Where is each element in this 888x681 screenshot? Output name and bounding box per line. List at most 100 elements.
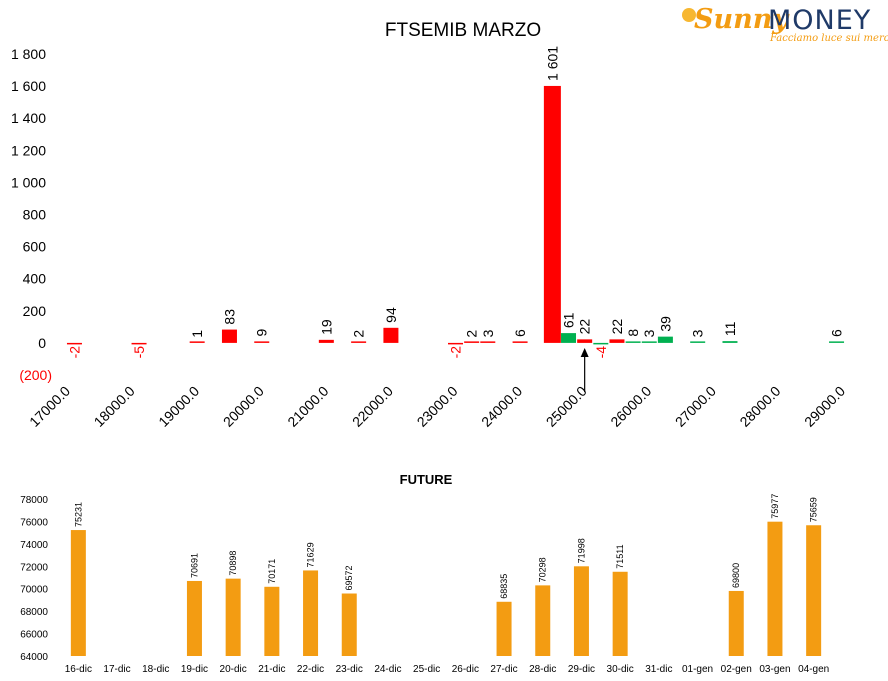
y-tick-label: 78000 [20,495,48,506]
data-label: 2 [464,330,480,338]
x-tick-label: 18-dic [142,664,169,675]
x-tick-label: 28-dic [529,664,556,675]
data-label: 8 [625,329,641,337]
y-tick-label: 0 [38,335,46,351]
data-label: 70898 [228,551,238,576]
bar [543,85,561,343]
data-label: -4 [593,346,609,359]
bar [609,339,625,343]
x-tick-label: 18000.0 [91,383,138,430]
data-label: 3 [690,329,706,337]
bar [593,342,609,345]
data-label: 70298 [538,557,548,582]
chart-title: FUTURE [400,472,453,487]
y-tick-label: 70000 [20,585,48,596]
data-label: -2 [66,346,82,359]
data-label: 83 [221,309,237,325]
bar [448,342,463,345]
x-tick-label: 20-dic [220,664,247,675]
y-tick-label: 600 [23,239,47,255]
data-label: 19 [318,319,334,335]
x-tick-label: 21-dic [258,664,285,675]
x-tick-label: 01-gen [682,664,713,675]
y-tick-label: 72000 [20,562,48,573]
data-label: 71998 [576,538,586,563]
data-label: 1 601 [544,46,560,81]
future-chart: FUTURE 64000 66000 68000 70000 72000 74000 760… [20,472,829,675]
data-label: 71511 [615,544,625,568]
arrow-head [580,348,589,357]
bar [464,341,480,343]
sunny-money-logo: Sunny MONEY Facciamo luce sui mercati [682,2,888,46]
x-tick-label: 21000.0 [284,383,331,430]
y-tick-label: 1 400 [11,110,46,126]
x-tick-label: 28000.0 [736,383,783,430]
bar [512,341,528,343]
y-tick-label: 76000 [20,517,48,528]
bar [641,341,657,343]
data-label: 3 [480,329,496,337]
data-label: 69800 [731,563,741,588]
data-label: 39 [657,316,673,332]
bar [225,578,241,656]
x-tick-label: 25-dic [413,664,440,675]
data-labels: 75231 70691 70898 70171 71629 69572 68835 70298… [73,494,818,599]
x-tick-label: 24-dic [374,664,401,675]
x-tick-label: 27-dic [490,664,517,675]
bar [496,601,512,656]
x-tick-label: 23-dic [336,664,363,675]
bar [612,571,628,656]
bar [625,341,641,343]
y-tick-label: 68000 [20,607,48,618]
bar [561,333,577,343]
data-label: 70691 [189,553,199,578]
data-label: 11 [722,321,738,336]
x-tick-label: 19000.0 [155,383,202,430]
y-tick-label: 1 000 [11,174,46,190]
bar [186,580,202,656]
x-tick-label: 30-dic [607,664,634,675]
bar-series [66,85,845,345]
bar [657,336,673,343]
y-tick-label: 400 [23,271,47,287]
x-tick-label: 29-dic [568,664,595,675]
data-label: 22 [609,319,625,335]
x-tick-label: 25000.0 [543,383,590,430]
data-label: 71629 [306,542,316,567]
bar [131,342,147,345]
data-label: 68835 [499,574,509,599]
data-label: 6 [829,329,845,337]
bar-series [70,521,822,656]
bar [728,590,744,656]
data-label: 94 [383,307,399,323]
y-tick-label: 200 [23,303,47,319]
y-tick-label: 1 600 [11,78,46,94]
sun-icon [682,8,696,22]
data-label: 22 [577,319,593,335]
bar [535,585,551,656]
x-tick-label: 02-gen [721,664,752,675]
y-axis-ticks: 64000 66000 68000 70000 72000 74000 76000 78000 [20,495,48,663]
bar [70,530,86,656]
y-tick-label: 800 [23,207,47,223]
y-tick-label: 1 800 [11,46,46,62]
data-label: 75659 [809,497,819,522]
x-tick-label: 22-dic [297,664,324,675]
chart-title: FTSEMIB MARZO [385,20,541,41]
x-tick-label: 26-dic [452,664,479,675]
data-label: 61 [561,312,577,328]
x-tick-label: 17-dic [103,664,130,675]
data-label: 2 [351,330,367,338]
bar [722,341,738,343]
y-tick-label: (200) [19,367,52,383]
ftsemib-marzo-chart: FTSEMIB MARZO (200) 0 200 400 600 800 1 000 1 2… [11,20,848,430]
x-tick-label: 23000.0 [414,383,461,430]
y-tick-label: 66000 [20,630,48,641]
bar [264,586,280,656]
y-axis-ticks: (200) 0 200 400 600 800 1 000 1 200 1 400 1 600 1 … [11,46,52,383]
data-label: 75977 [770,494,780,519]
data-label: -2 [448,346,464,359]
bar [690,341,706,343]
data-label: 75231 [73,502,83,527]
